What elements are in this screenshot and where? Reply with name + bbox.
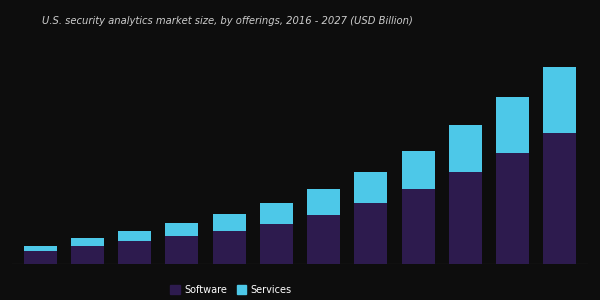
- Bar: [212, 214, 246, 231]
- Text: U.S. security analytics market size, by offerings, 2016 - 2027 (USD Billion): U.S. security analytics market size, by …: [42, 16, 413, 26]
- Bar: [212, 231, 246, 264]
- Bar: [260, 224, 293, 264]
- Bar: [449, 172, 482, 264]
- Bar: [118, 231, 151, 242]
- Bar: [118, 242, 151, 264]
- Bar: [71, 238, 104, 246]
- Bar: [24, 246, 57, 251]
- Bar: [260, 203, 293, 224]
- Bar: [71, 246, 104, 264]
- Bar: [24, 251, 57, 264]
- Legend: Software, Services: Software, Services: [167, 281, 295, 298]
- Bar: [496, 97, 529, 153]
- Bar: [543, 67, 576, 133]
- Bar: [307, 189, 340, 214]
- Bar: [166, 236, 199, 264]
- Bar: [449, 125, 482, 172]
- Bar: [307, 214, 340, 264]
- Bar: [401, 189, 434, 264]
- Bar: [354, 172, 388, 203]
- Bar: [543, 133, 576, 264]
- Bar: [166, 223, 199, 236]
- Bar: [354, 203, 388, 264]
- Bar: [496, 153, 529, 264]
- Bar: [401, 151, 434, 189]
- Polygon shape: [0, 0, 36, 39]
